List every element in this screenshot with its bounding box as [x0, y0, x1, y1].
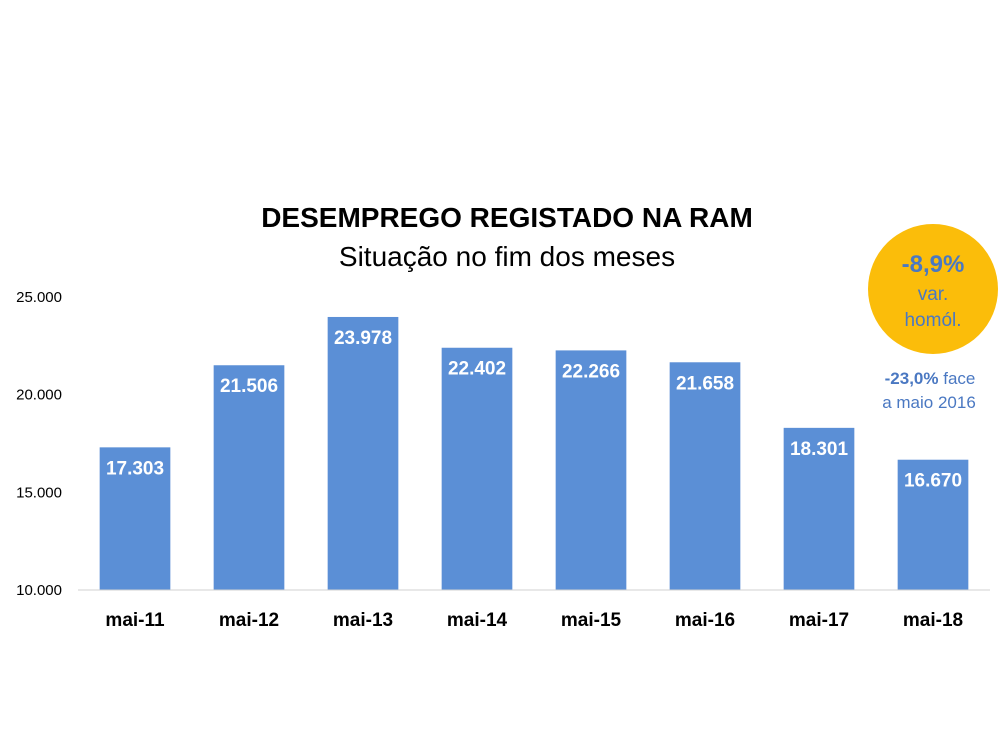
bar [783, 427, 855, 590]
bar-series: 17.303 21.506 23.978 22.402 22.266 21.658 18.3… [99, 316, 969, 590]
data-label: 18.301 [790, 439, 849, 460]
chart-title: DESEMPREGO REGISTADO NA RAM [261, 202, 753, 233]
note-line2: a maio 2016 [882, 393, 976, 412]
y-tick-label: 25.000 [16, 289, 62, 306]
data-label: 21.506 [220, 376, 278, 397]
bar [213, 365, 285, 590]
badge-percentage: -8,9% [902, 251, 965, 278]
badge-label-line2: homól. [904, 310, 961, 331]
badge-label-line1: var. [918, 284, 949, 305]
x-tick-label: mai-18 [903, 610, 963, 631]
x-tick-label: mai-13 [333, 610, 393, 631]
bar [669, 362, 741, 590]
bar [897, 459, 969, 590]
x-tick-label: mai-14 [447, 610, 508, 631]
data-label: 21.658 [676, 373, 734, 394]
x-tick-label: mai-11 [105, 610, 165, 631]
note-line1-rest: face [939, 369, 976, 388]
variation-badge: -8,9% var. homól. [868, 224, 998, 354]
x-tick-label: mai-17 [789, 610, 849, 631]
bar [441, 347, 513, 590]
y-axis: 10.000 15.000 20.000 25.000 [16, 289, 62, 599]
data-label: 16.670 [904, 471, 962, 492]
y-tick-label: 10.000 [16, 582, 62, 599]
y-tick-label: 20.000 [16, 387, 62, 404]
x-tick-label: mai-12 [219, 610, 279, 631]
comparison-note: -23,0% face a maio 2016 [882, 369, 976, 412]
note-line1: -23,0% face [885, 369, 976, 388]
bar [555, 350, 627, 590]
x-tick-label: mai-15 [561, 610, 622, 631]
data-label: 22.402 [448, 359, 506, 380]
data-label: 23.978 [334, 328, 392, 349]
chart-subtitle: Situação no fim dos meses [339, 241, 675, 272]
data-label: 17.303 [106, 458, 164, 479]
y-tick-label: 15.000 [16, 484, 62, 501]
note-percentage: -23,0% [885, 369, 939, 388]
x-tick-label: mai-16 [675, 610, 735, 631]
bar [99, 447, 171, 590]
data-label: 22.266 [562, 361, 620, 382]
bar [327, 316, 399, 590]
x-axis: mai-11 mai-12 mai-13 mai-14 mai-15 mai-16 mai-… [105, 610, 963, 631]
badge-circle [868, 224, 998, 354]
